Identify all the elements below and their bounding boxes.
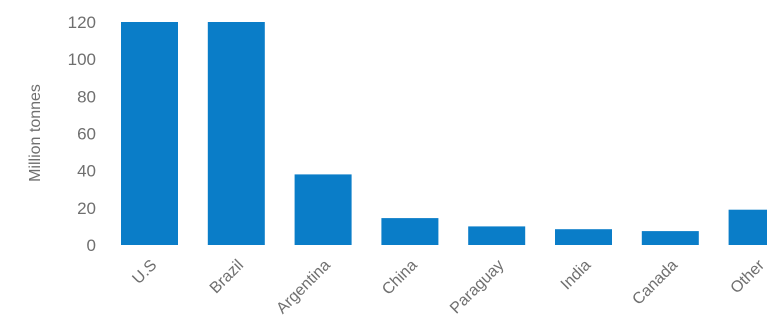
x-tick-label: China <box>379 257 421 299</box>
bar-argentina <box>294 174 352 245</box>
x-tick-label: Brazil <box>207 257 247 297</box>
x-tick-label: U.S <box>129 257 160 288</box>
x-tick-labels: U.S Brazil Argentina China Paraguay India Cana… <box>129 256 767 317</box>
bar-u-s <box>121 22 178 245</box>
bar-paraguay <box>468 226 526 245</box>
bar-brazil <box>207 22 265 245</box>
y-tick-label: 60 <box>77 125 96 144</box>
y-tick-label: 80 <box>77 87 96 106</box>
x-tick-label: Other <box>728 256 767 297</box>
y-tick-label: 20 <box>77 199 96 218</box>
x-tick-label: India <box>558 257 595 294</box>
bars <box>121 22 767 245</box>
y-tick-label: 40 <box>77 162 96 181</box>
y-tick-label: 0 <box>87 236 96 255</box>
y-tick-labels: 0 20 40 60 80 100 120 <box>68 13 96 255</box>
y-axis-label: Million tonnes <box>27 84 44 182</box>
x-tick-label: Paraguay <box>447 257 507 317</box>
y-tick-label: 100 <box>68 50 96 69</box>
bar-india <box>555 229 612 245</box>
x-tick-label: Canada <box>629 257 681 309</box>
bar-other <box>728 209 767 245</box>
y-tick-label: 120 <box>68 13 96 32</box>
x-tick-label: Argentina <box>273 257 334 318</box>
bar-china <box>381 218 439 245</box>
bar-canada <box>641 231 699 245</box>
